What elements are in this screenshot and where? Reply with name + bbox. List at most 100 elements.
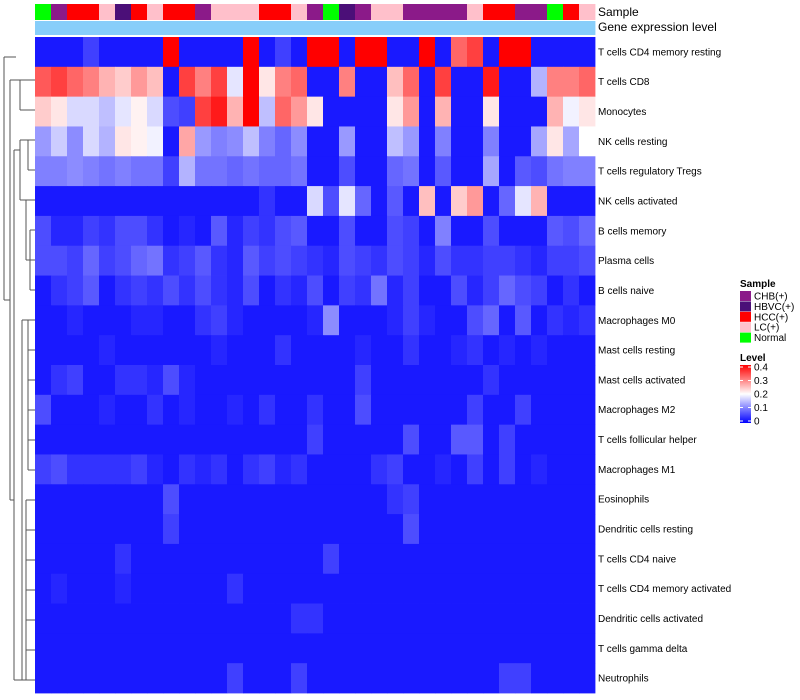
- heatmap-cell: [371, 633, 388, 664]
- heatmap-cell: [435, 633, 452, 664]
- heatmap-cell: [435, 305, 452, 336]
- heatmap-cell: [515, 514, 532, 545]
- heatmap-cell: [227, 394, 244, 426]
- heatmap-cell: [467, 424, 484, 455]
- heatmap-cell: [147, 454, 164, 485]
- heatmap-cell: [259, 514, 276, 545]
- heatmap-cell: [163, 633, 180, 664]
- heatmap-cell: [339, 215, 356, 247]
- heatmap-cell: [291, 126, 308, 157]
- heatmap-cell: [547, 603, 564, 634]
- heatmap-cell: [195, 603, 212, 634]
- sample-annotation-cell: [579, 4, 596, 20]
- heatmap-cell: [227, 365, 244, 396]
- heatmap-cell: [307, 424, 324, 455]
- heatmap-cell: [579, 335, 596, 366]
- gene-expression-cell: [99, 21, 116, 35]
- heatmap-cell: [99, 275, 116, 306]
- heatmap-cell: [115, 156, 132, 187]
- heatmap-cell: [115, 633, 132, 664]
- heatmap-cell: [83, 305, 100, 336]
- heatmap-cell: [451, 514, 468, 545]
- row-label: NK cells activated: [598, 197, 677, 208]
- heatmap-cell: [131, 245, 148, 276]
- heatmap-cell: [51, 275, 68, 306]
- heatmap-cell: [515, 156, 532, 187]
- heatmap-cell: [307, 365, 324, 396]
- heatmap-cell: [243, 156, 260, 187]
- heatmap-cell: [547, 573, 564, 604]
- heatmap-cell: [259, 424, 276, 455]
- heatmap-cell: [67, 126, 84, 157]
- heatmap-cell: [307, 335, 324, 366]
- heatmap-cell: [179, 663, 196, 694]
- heatmap-cell: [211, 573, 228, 604]
- heatmap-cell: [131, 275, 148, 306]
- heatmap-cell: [147, 484, 164, 515]
- heatmap-cell: [467, 484, 484, 515]
- heatmap-cell: [179, 603, 196, 634]
- heatmap-cell: [323, 156, 340, 187]
- heatmap-cell: [291, 633, 308, 664]
- heatmap-cell: [339, 275, 356, 306]
- heatmap-cell: [515, 305, 532, 336]
- heatmap-cell: [499, 424, 516, 455]
- heatmap-cell: [499, 126, 516, 157]
- heatmap-cell: [547, 335, 564, 366]
- sample-legend-label: HBVC(+): [754, 302, 794, 313]
- heatmap-cell: [131, 573, 148, 604]
- sample-annotation-cell: [243, 4, 260, 20]
- heatmap-cell: [531, 96, 548, 127]
- heatmap-cell: [243, 305, 260, 336]
- gene-expression-cell: [211, 21, 228, 35]
- heatmap-cell: [307, 156, 324, 187]
- heatmap-cell: [195, 365, 212, 396]
- heatmap-cell: [355, 156, 372, 187]
- heatmap-cell: [195, 156, 212, 187]
- heatmap-cell: [483, 126, 500, 157]
- heatmap-cell: [339, 663, 356, 694]
- heatmap-cell: [355, 424, 372, 455]
- heatmap-cell: [451, 186, 468, 217]
- heatmap-cell: [435, 365, 452, 396]
- heatmap-cell: [243, 275, 260, 306]
- heatmap-cell: [531, 603, 548, 634]
- heatmap-cell: [147, 424, 164, 455]
- heatmap-cell: [259, 454, 276, 485]
- heatmap-cell: [547, 275, 564, 306]
- heatmap-cell: [35, 275, 52, 306]
- heatmap-cell: [563, 454, 580, 485]
- row-label: Macrophages M2: [598, 405, 676, 416]
- sample-annotation-cell: [339, 4, 356, 20]
- heatmap-cell: [99, 215, 116, 247]
- heatmap-cell: [339, 514, 356, 545]
- heatmap-cell: [483, 37, 500, 68]
- gene-expression-cell: [83, 21, 100, 35]
- heatmap-cell: [307, 573, 324, 604]
- heatmap-cell: [419, 573, 436, 604]
- heatmap-cell: [467, 394, 484, 426]
- heatmap-cell: [451, 573, 468, 604]
- heatmap-cell: [499, 573, 516, 604]
- heatmap-cell: [147, 215, 164, 247]
- heatmap-cell: [291, 514, 308, 545]
- heatmap-cell: [275, 275, 292, 306]
- sample-annotation-cell: [451, 4, 468, 20]
- heatmap-cell: [419, 305, 436, 336]
- heatmap-cell: [195, 663, 212, 694]
- heatmap-cell: [371, 96, 388, 127]
- heatmap-cell: [451, 215, 468, 247]
- heatmap-cell: [531, 365, 548, 396]
- heatmap-cell: [451, 305, 468, 336]
- heatmap-cell: [483, 514, 500, 545]
- heatmap-cell: [147, 245, 164, 276]
- heatmap-cell: [227, 186, 244, 217]
- heatmap-cell: [163, 186, 180, 217]
- heatmap-cell: [99, 573, 116, 604]
- heatmap-cell: [563, 573, 580, 604]
- heatmap-cell: [483, 663, 500, 694]
- heatmap-cell: [531, 335, 548, 366]
- heatmap-cell: [291, 543, 308, 575]
- heatmap-cell: [515, 663, 532, 694]
- heatmap-cell: [323, 305, 340, 336]
